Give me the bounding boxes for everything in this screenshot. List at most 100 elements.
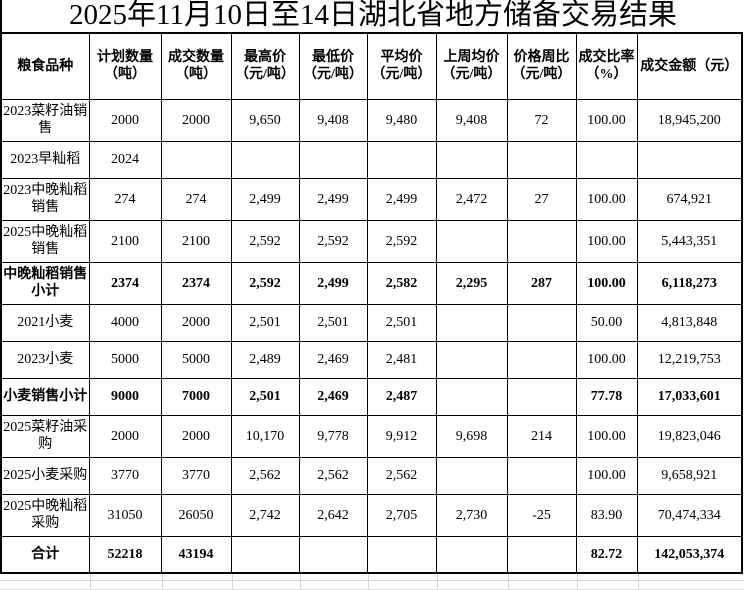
value-cell[interactable]: 12,219,753 [636,340,743,379]
value-cell[interactable]: 2,730 [435,493,508,537]
value-cell[interactable]: 142,053,374 [636,535,743,574]
value-cell[interactable]: 2,295 [435,261,508,305]
value-cell[interactable] [160,140,232,179]
value-cell[interactable]: 7000 [160,377,232,416]
value-cell[interactable]: 2,469 [298,340,368,379]
value-cell[interactable]: 9,480 [366,98,437,142]
value-cell[interactable]: 2,499 [298,177,368,221]
value-cell[interactable] [435,219,508,263]
value-cell[interactable]: 2,562 [366,456,437,495]
col-header-grain-variety[interactable]: 粮食品种 [0,32,90,100]
value-cell[interactable] [435,303,508,342]
row-label-cell[interactable]: 2025中晚籼稻销售 [0,219,90,263]
col-header-deal-ratio[interactable]: 成交比率 （%） [575,32,638,100]
value-cell[interactable]: 3770 [88,456,162,495]
value-cell[interactable]: 2,469 [298,377,368,416]
value-cell[interactable]: 100.00 [575,98,638,142]
row-label-cell[interactable]: 2023早籼稻 [0,140,90,179]
value-cell[interactable]: 2,742 [230,493,300,537]
value-cell[interactable]: 70,474,334 [636,493,743,537]
value-cell[interactable]: 5000 [88,340,162,379]
value-cell[interactable]: 2,562 [230,456,300,495]
value-cell[interactable]: 274 [88,177,162,221]
col-header-price-week-change[interactable]: 价格周比 （元/吨） [506,32,577,100]
value-cell[interactable]: 82.72 [575,535,638,574]
value-cell[interactable]: 52218 [88,535,162,574]
value-cell[interactable]: 5,443,351 [636,219,743,263]
value-cell[interactable]: 214 [506,414,577,458]
value-cell[interactable]: 2000 [88,414,162,458]
value-cell[interactable]: 2100 [160,219,232,263]
value-cell[interactable] [506,456,577,495]
value-cell[interactable]: 9,658,921 [636,456,743,495]
value-cell[interactable] [506,535,577,574]
value-cell[interactable]: 26050 [160,493,232,537]
value-cell[interactable] [506,377,577,416]
value-cell[interactable] [435,140,508,179]
value-cell[interactable] [506,140,577,179]
value-cell[interactable]: 2374 [160,261,232,305]
value-cell[interactable] [230,535,300,574]
value-cell[interactable]: 43194 [160,535,232,574]
value-cell[interactable]: 100.00 [575,177,638,221]
value-cell[interactable]: 2,501 [230,303,300,342]
value-cell[interactable]: 274 [160,177,232,221]
value-cell[interactable]: 2,481 [366,340,437,379]
col-header-highest-price[interactable]: 最高价 （元/吨） [230,32,300,100]
col-header-planned-quantity[interactable]: 计划数量 （吨） [88,32,162,100]
value-cell[interactable]: 31050 [88,493,162,537]
value-cell[interactable]: 10,170 [230,414,300,458]
value-cell[interactable]: -25 [506,493,577,537]
value-cell[interactable]: 100.00 [575,219,638,263]
row-label-cell[interactable]: 中晚籼稻销售小计 [0,261,90,305]
value-cell[interactable]: 50.00 [575,303,638,342]
value-cell[interactable]: 2,501 [230,377,300,416]
value-cell[interactable]: 100.00 [575,261,638,305]
value-cell[interactable]: 83.90 [575,493,638,537]
value-cell[interactable]: 2,499 [366,177,437,221]
value-cell[interactable] [435,456,508,495]
value-cell[interactable]: 6,118,273 [636,261,743,305]
row-label-cell[interactable]: 2023中晚籼稻销售 [0,177,90,221]
value-cell[interactable]: 2,501 [298,303,368,342]
value-cell[interactable]: 2,592 [230,261,300,305]
value-cell[interactable]: 3770 [160,456,232,495]
value-cell[interactable] [230,140,300,179]
value-cell[interactable]: 2024 [88,140,162,179]
value-cell[interactable] [298,535,368,574]
value-cell[interactable]: 2,562 [298,456,368,495]
row-label-cell[interactable]: 2021小麦 [0,303,90,342]
value-cell[interactable] [506,219,577,263]
value-cell[interactable] [298,140,368,179]
col-header-average-price[interactable]: 平均价 （元/吨） [366,32,437,100]
value-cell[interactable]: 2000 [160,303,232,342]
value-cell[interactable]: 2,489 [230,340,300,379]
value-cell[interactable]: 9,912 [366,414,437,458]
value-cell[interactable]: 9,698 [435,414,508,458]
value-cell[interactable]: 2100 [88,219,162,263]
row-label-cell[interactable]: 合计 [0,535,90,574]
value-cell[interactable]: 9000 [88,377,162,416]
value-cell[interactable]: 2,642 [298,493,368,537]
value-cell[interactable]: 100.00 [575,456,638,495]
value-cell[interactable]: 4,813,848 [636,303,743,342]
value-cell[interactable]: 5000 [160,340,232,379]
value-cell[interactable]: 2,487 [366,377,437,416]
row-label-cell[interactable]: 2023菜籽油销售 [0,98,90,142]
value-cell[interactable] [366,140,437,179]
row-label-cell[interactable]: 2025菜籽油采购 [0,414,90,458]
value-cell[interactable]: 72 [506,98,577,142]
value-cell[interactable]: 287 [506,261,577,305]
value-cell[interactable]: 2374 [88,261,162,305]
value-cell[interactable] [506,303,577,342]
value-cell[interactable]: 2,592 [366,219,437,263]
col-header-lowest-price[interactable]: 最低价 （元/吨） [298,32,368,100]
value-cell[interactable]: 2,501 [366,303,437,342]
value-cell[interactable]: 4000 [88,303,162,342]
value-cell[interactable]: 2,592 [230,219,300,263]
value-cell[interactable]: 2,582 [366,261,437,305]
value-cell[interactable]: 2,499 [230,177,300,221]
value-cell[interactable] [435,535,508,574]
value-cell[interactable] [636,140,743,179]
value-cell[interactable]: 9,408 [435,98,508,142]
